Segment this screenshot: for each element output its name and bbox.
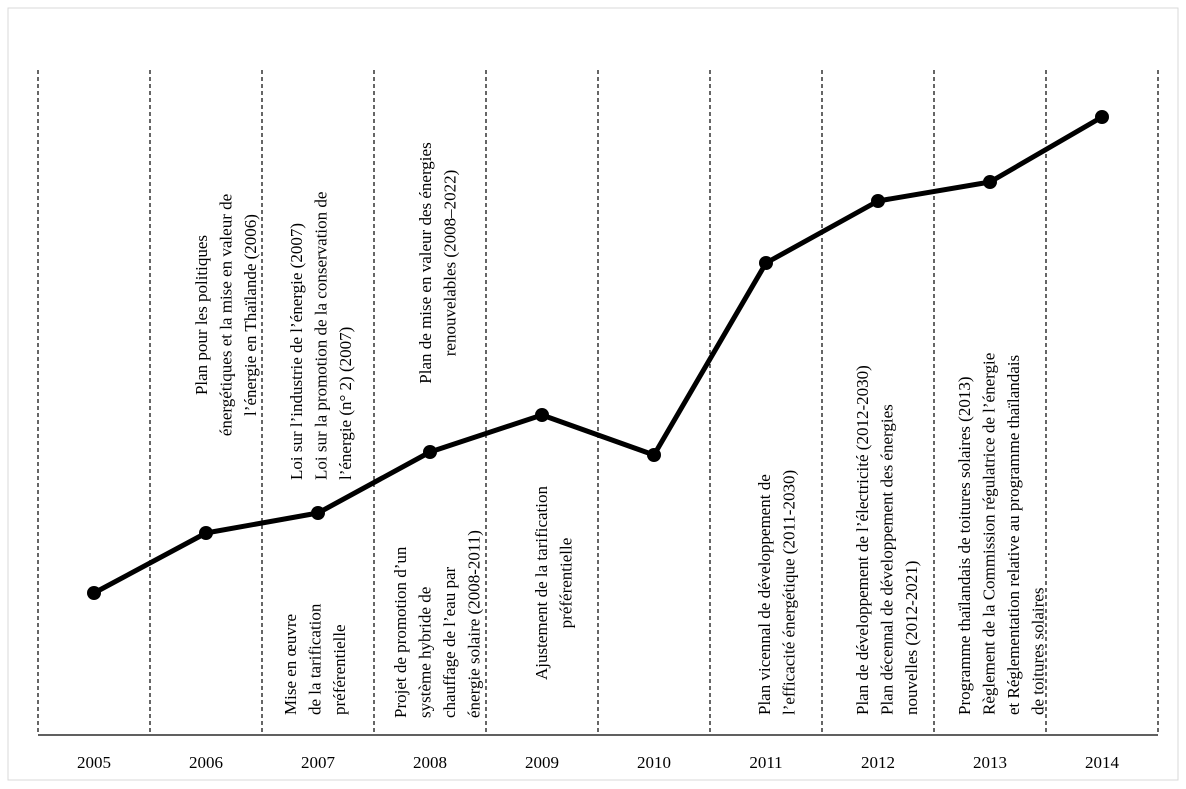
- dot: [647, 448, 661, 462]
- dots: [87, 110, 1109, 600]
- dot: [1095, 110, 1109, 124]
- annotation-line: Ajustement de la tarification: [532, 485, 551, 680]
- dot: [311, 506, 325, 520]
- annotation-line: Mise en œuvre: [281, 614, 300, 715]
- annotation-line: Plan de développement de l’électricité (…: [853, 365, 872, 715]
- dot: [87, 586, 101, 600]
- year-label: 2008: [413, 753, 447, 772]
- annotation-line: Projet de promotion d’un: [391, 546, 410, 718]
- annotation-line: et Réglementation relative au programme …: [1004, 355, 1023, 715]
- annotation-line: Plan de mise en valeur des énergies: [416, 142, 435, 383]
- year-label: 2014: [1085, 753, 1120, 772]
- dot: [983, 175, 997, 189]
- annotation-line: préférentielle: [556, 538, 575, 629]
- dot: [199, 526, 213, 540]
- annotation-line: chauffage de l’eau par: [440, 566, 459, 718]
- annotation-line: Loi sur la promotion de la conservation …: [311, 192, 330, 480]
- year-label: 2007: [301, 753, 336, 772]
- dot: [759, 256, 773, 270]
- annotation-line: nouvelles (2012-2021): [902, 561, 921, 715]
- annotation-line: Programme thaïlandais de toitures solair…: [955, 377, 974, 716]
- annotation-line: de la tarification: [305, 603, 324, 715]
- year-label: 2013: [973, 753, 1007, 772]
- year-label: 2012: [861, 753, 895, 772]
- year-label: 2005: [77, 753, 111, 772]
- annotation-line: Règlement de la Commission régulatrice d…: [979, 353, 998, 715]
- annotation-line: renouvelables (2008–2022): [440, 170, 459, 356]
- year-label: 2010: [637, 753, 671, 772]
- annotation-line: énergétiques et la mise en valeur de: [216, 194, 235, 436]
- year-label: 2009: [525, 753, 559, 772]
- annotation-line: Plan décennal de développement des énerg…: [877, 404, 896, 715]
- annotation-line: l’énergie (n° 2) (2007): [336, 327, 355, 480]
- trend-line: [92, 114, 1104, 596]
- annotation-line: de toitures solaires: [1028, 588, 1047, 715]
- annotation-line: système hybride de: [415, 587, 434, 718]
- annotation-line: Loi sur l’industrie de l’énergie (2007): [287, 223, 306, 480]
- annotation-line: Plan pour les politiques: [192, 235, 211, 395]
- dot: [423, 445, 437, 459]
- dot: [535, 408, 549, 422]
- dot: [871, 194, 885, 208]
- annotation-line: énergie solaire (2008-2011): [464, 530, 483, 718]
- annotation-line: l’efficacité énergétique (2011-2030): [779, 470, 798, 715]
- annotation-line: l’énergie en Thaïlande (2006): [241, 214, 260, 416]
- frame: [7, 7, 1179, 781]
- year-label: 2006: [189, 753, 223, 772]
- annotation-line: préférentielle: [330, 624, 349, 715]
- annotation-line: Plan vicennal de développement de: [755, 474, 774, 715]
- year-label: 2011: [749, 753, 782, 772]
